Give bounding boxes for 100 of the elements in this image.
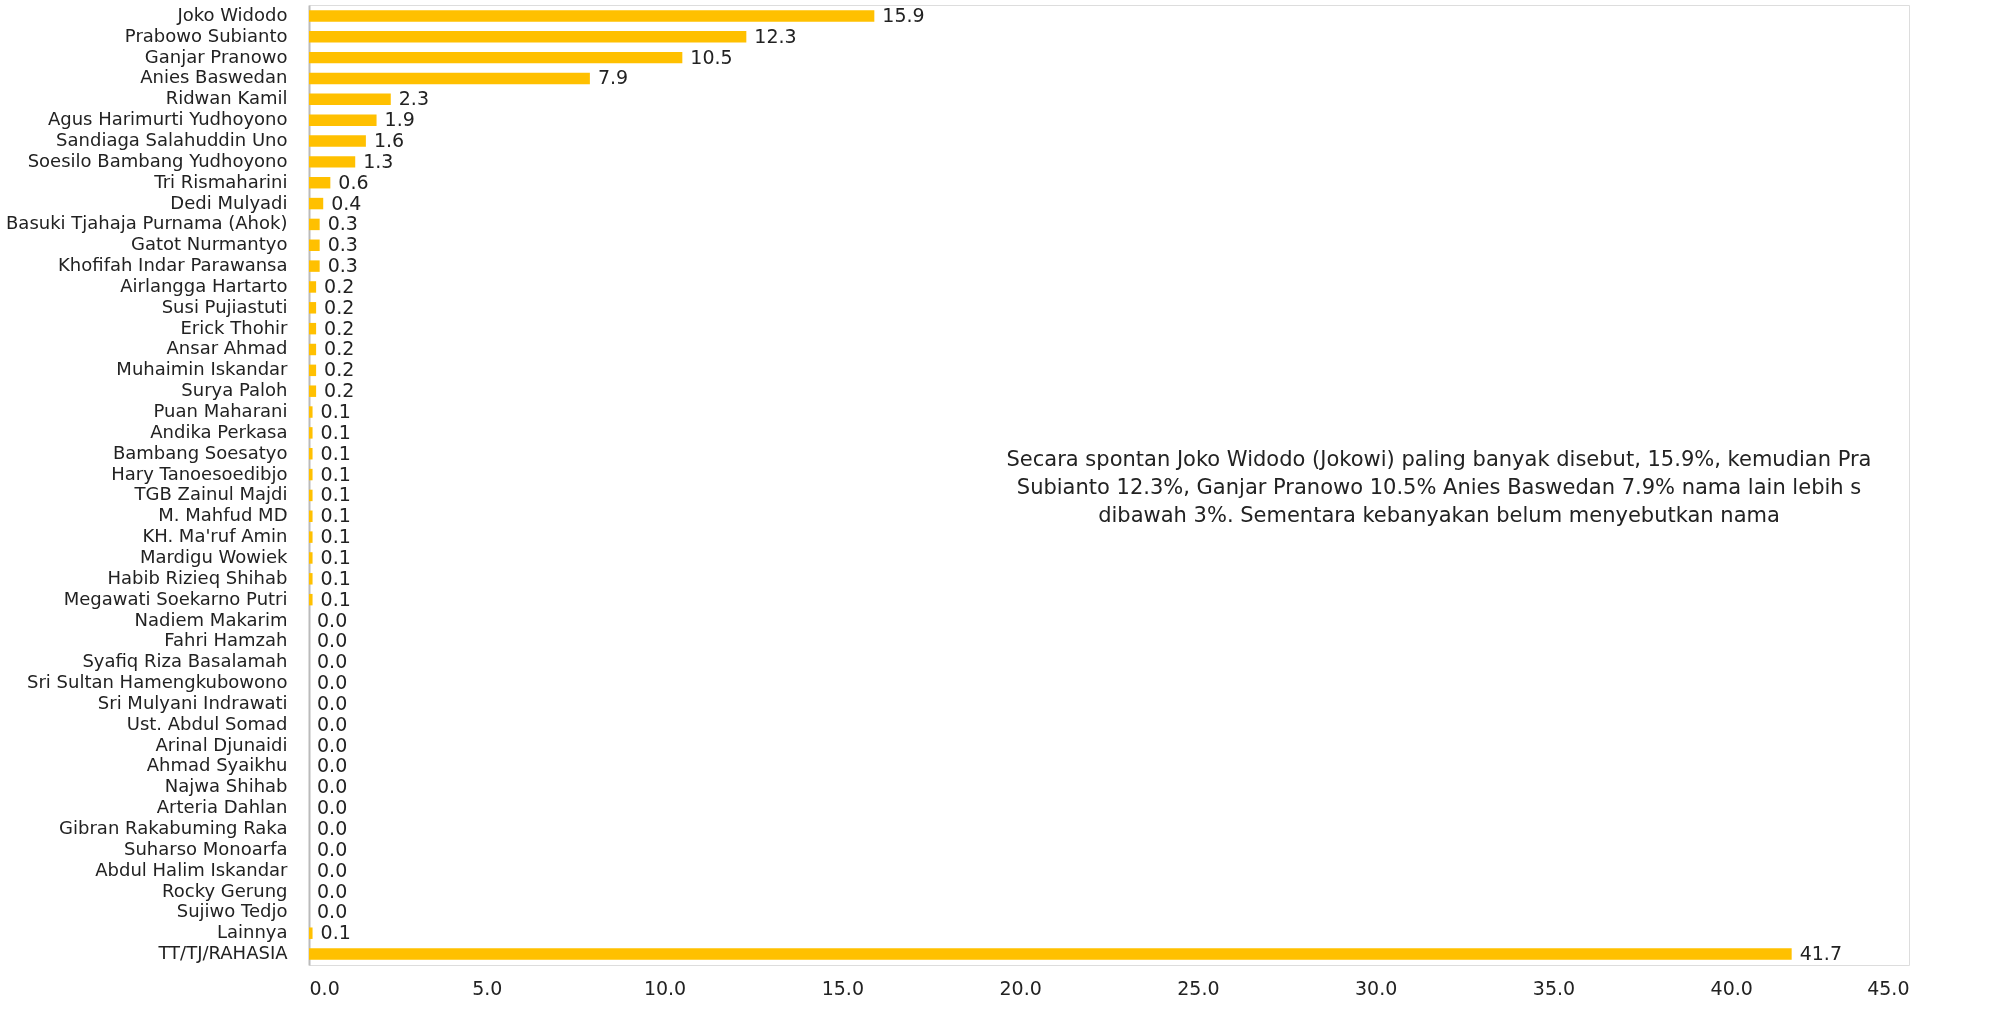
bar bbox=[309, 10, 875, 22]
data-label: 0.0 bbox=[317, 858, 348, 881]
y-tick-label: Sri Sultan Hamengkubowono bbox=[27, 671, 288, 693]
y-tick-label: Najwa Shihab bbox=[164, 775, 288, 797]
y-tick-label: Arinal Djunaidi bbox=[155, 733, 288, 755]
y-tick-label: Habib Rizieq Shihab bbox=[107, 566, 288, 588]
data-label: 1.6 bbox=[373, 129, 405, 152]
y-tick-label: Sandiaga Salahuddin Uno bbox=[56, 129, 288, 151]
data-label: 0.1 bbox=[320, 587, 351, 610]
y-tick-label: Basuki Tjahaja Purnama (Ahok) bbox=[6, 212, 288, 234]
data-label: 0.0 bbox=[317, 650, 348, 673]
y-tick-label: KH. Ma'ruf Amin bbox=[142, 525, 288, 547]
y-tick-label: Fahri Hamzah bbox=[164, 629, 288, 651]
y-tick-label: TGB Zainul Majdi bbox=[133, 483, 288, 505]
bar bbox=[309, 176, 331, 189]
y-tick-label: Susi Pujiastuti bbox=[161, 295, 288, 317]
data-label: 0.4 bbox=[331, 191, 362, 214]
data-label: 0.0 bbox=[317, 837, 348, 860]
data-label: 0.1 bbox=[320, 462, 351, 485]
y-tick-label: Tri Rismaharini bbox=[153, 170, 288, 192]
bar bbox=[309, 406, 313, 418]
y-tick-label: Arteria Dahlan bbox=[156, 796, 288, 818]
y-tick-label: Anies Baswedan bbox=[140, 66, 288, 88]
bar bbox=[309, 114, 377, 126]
bar bbox=[309, 93, 391, 106]
bar bbox=[309, 385, 317, 397]
x-tick-label: 45.0 bbox=[1867, 976, 1910, 999]
y-tick-label: Sri Mulyani Indrawati bbox=[97, 691, 288, 713]
data-label: 0.1 bbox=[320, 921, 351, 944]
y-tick-label: Hary Tanoesoedibjo bbox=[111, 462, 288, 484]
y-tick-label: Gibran Rakabuming Raka bbox=[59, 816, 288, 838]
data-label: 0.3 bbox=[327, 212, 358, 235]
data-label: 0.2 bbox=[324, 274, 355, 297]
data-label: 1.3 bbox=[363, 149, 394, 172]
y-tick-label: Rocky Gerung bbox=[162, 879, 288, 901]
bar bbox=[309, 218, 320, 231]
y-tick-label: Ganjar Pranowo bbox=[144, 45, 288, 67]
bar bbox=[309, 593, 313, 606]
data-label: 0.1 bbox=[320, 525, 351, 548]
x-tick-label: 10.0 bbox=[643, 976, 687, 999]
data-label: 0.1 bbox=[320, 545, 351, 568]
bar bbox=[309, 343, 317, 356]
data-label: 0.0 bbox=[317, 775, 348, 798]
data-label: 2.3 bbox=[398, 87, 429, 110]
y-tick-label: Nadiem Makarim bbox=[134, 608, 288, 630]
y-tick-label: Dedi Mulyadi bbox=[170, 191, 288, 213]
y-tick-label: Erick Thohir bbox=[180, 316, 289, 338]
y-tick-label: Ridwan Kamil bbox=[165, 87, 288, 109]
bar bbox=[309, 239, 320, 251]
data-label: 0.0 bbox=[317, 712, 348, 735]
x-tick-label: 30.0 bbox=[1355, 976, 1398, 999]
data-label: 0.0 bbox=[317, 733, 348, 756]
data-label: 0.0 bbox=[317, 816, 348, 839]
data-label: 12.3 bbox=[754, 24, 797, 47]
annotation: Secara spontan Joko Widodo (Jokowi) paling banyak disebut, 15.9%, kemudian Pra bbox=[1006, 447, 1872, 471]
data-label: 0.2 bbox=[324, 379, 355, 402]
bar bbox=[309, 135, 366, 147]
bar bbox=[309, 197, 324, 210]
y-tick-label: Syafiq Riza Basalamah bbox=[82, 650, 288, 672]
data-label: 0.1 bbox=[320, 566, 351, 589]
data-label: 0.0 bbox=[317, 671, 348, 694]
y-tick-label: Soesilo Bambang Yudhoyono bbox=[27, 149, 288, 171]
data-label: 0.6 bbox=[338, 170, 369, 193]
bar bbox=[309, 72, 590, 85]
annotation: dibawah 3%. Sementara kebanyakan belum menyebutkan nama bbox=[1098, 503, 1780, 527]
y-tick-label: Agus Harimurti Yudhoyono bbox=[47, 108, 288, 130]
data-label: 15.9 bbox=[882, 3, 925, 26]
y-tick-label: Ust. Abdul Somad bbox=[126, 712, 288, 734]
data-label: 0.0 bbox=[317, 796, 348, 819]
data-label: 0.1 bbox=[320, 441, 351, 464]
data-label: 0.0 bbox=[317, 691, 348, 714]
y-tick-label: Ahmad Syaikhu bbox=[146, 754, 288, 776]
data-label: 0.2 bbox=[324, 337, 355, 360]
bar bbox=[309, 510, 313, 522]
bar bbox=[309, 448, 313, 460]
x-tick-label: 15.0 bbox=[821, 976, 864, 999]
bar bbox=[309, 31, 747, 43]
data-label: 0.0 bbox=[317, 754, 348, 777]
data-label: 0.1 bbox=[320, 420, 351, 443]
y-tick-label: Lainnya bbox=[216, 921, 288, 943]
bar bbox=[309, 948, 1792, 960]
bar bbox=[309, 322, 317, 335]
y-tick-label: Abdul Halim Iskandar bbox=[95, 858, 289, 880]
y-tick-label: Ansar Ahmad bbox=[166, 337, 288, 359]
data-label: 10.5 bbox=[690, 45, 733, 68]
y-tick-label: Khofifah Indar Parawansa bbox=[58, 254, 288, 276]
data-label: 1.9 bbox=[384, 108, 415, 131]
bar bbox=[309, 927, 313, 939]
y-tick-label: Megawati Soekarno Putri bbox=[63, 587, 288, 609]
bar bbox=[309, 552, 313, 564]
y-tick-label: Sujiwo Tedjo bbox=[176, 900, 288, 922]
data-label: 0.1 bbox=[320, 400, 351, 423]
y-tick-label: Bambang Soesatyo bbox=[112, 441, 288, 463]
data-label: 0.2 bbox=[324, 358, 355, 381]
y-tick-label: Surya Paloh bbox=[181, 379, 288, 401]
bar bbox=[309, 489, 313, 502]
bar bbox=[309, 51, 683, 64]
y-tick-label: Puan Maharani bbox=[153, 400, 288, 422]
data-label: 0.1 bbox=[320, 504, 351, 527]
y-tick-label: Joko Widodo bbox=[176, 3, 288, 25]
